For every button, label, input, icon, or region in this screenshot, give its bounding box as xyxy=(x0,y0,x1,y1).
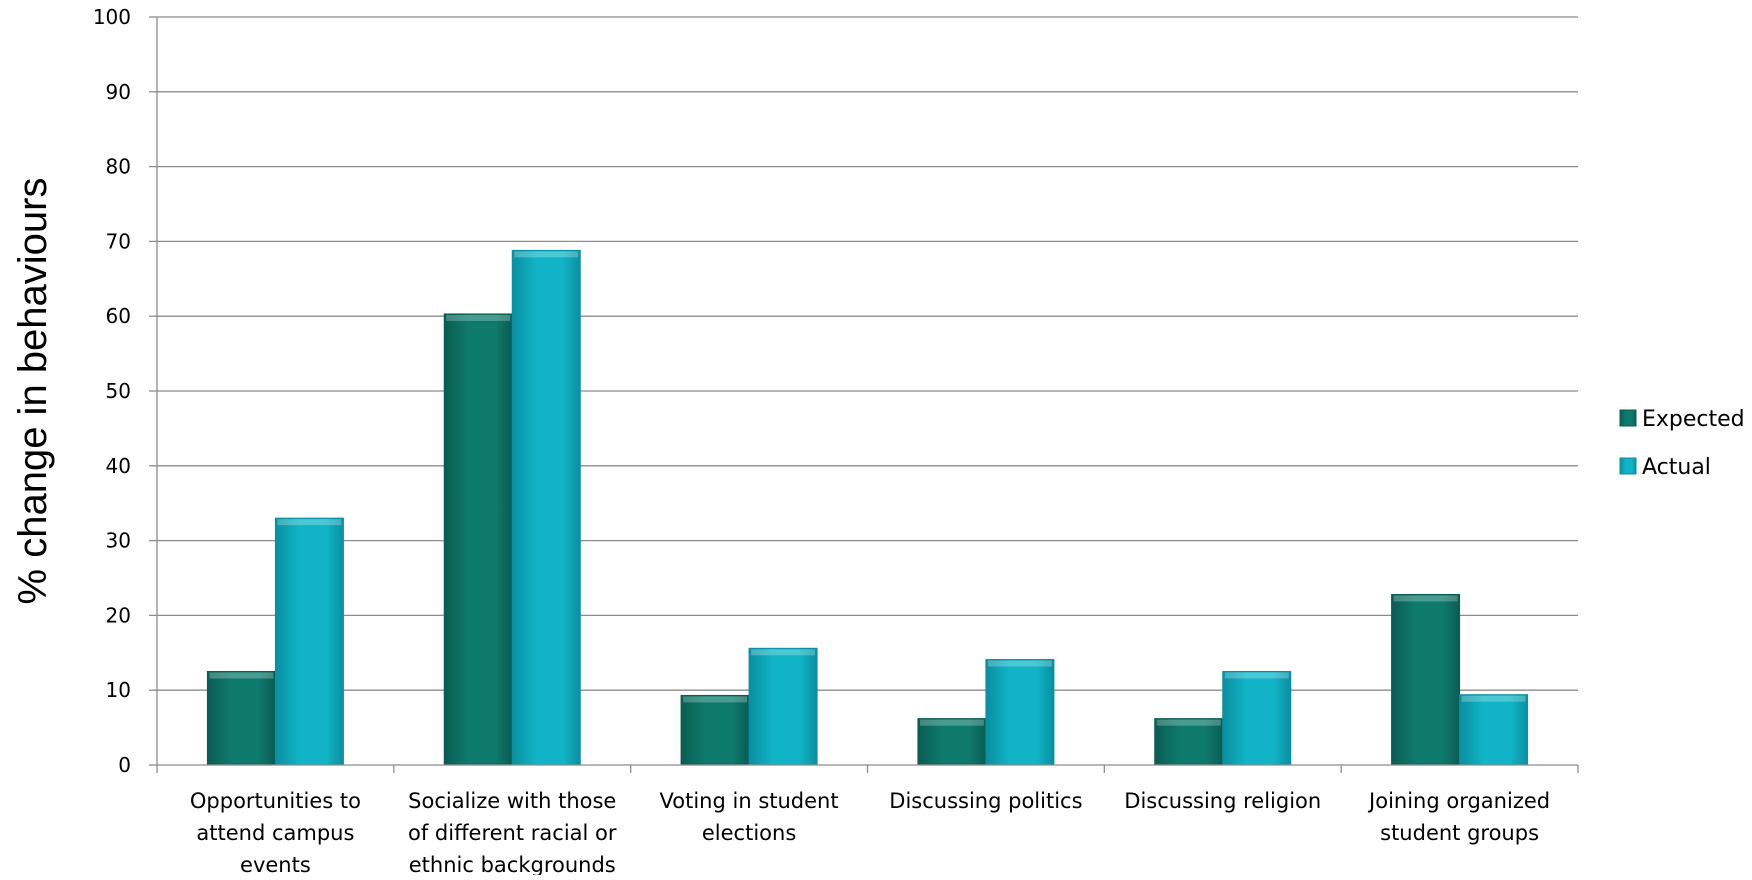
x-category-label: Discussing religion xyxy=(1124,789,1321,813)
bar-actual xyxy=(985,659,1055,766)
x-category-label: attend campus xyxy=(196,821,354,845)
y-tick-label: 40 xyxy=(106,454,131,478)
bar-actual xyxy=(1459,694,1529,766)
bar-highlight xyxy=(919,719,984,726)
bar-highlight xyxy=(1156,719,1221,726)
bar-highlight xyxy=(683,696,748,703)
legend-label-actual: Actual xyxy=(1642,455,1711,480)
bar-highlight xyxy=(1461,695,1526,702)
bar-highlight xyxy=(514,251,579,258)
y-tick-label: 70 xyxy=(106,229,131,253)
x-category-label: Joining organized xyxy=(1367,789,1550,813)
x-category-label: elections xyxy=(702,821,796,845)
y-tick-label: 60 xyxy=(106,304,131,328)
bar-actual xyxy=(511,249,581,766)
x-category-label: student groups xyxy=(1380,821,1539,845)
bar-expected xyxy=(206,671,276,766)
y-tick-label: 80 xyxy=(106,155,131,179)
x-category-label: events xyxy=(240,853,311,875)
x-category-label: Discussing politics xyxy=(889,789,1082,813)
x-category-label: Voting in student xyxy=(660,789,839,813)
y-tick-label: 90 xyxy=(106,80,131,104)
y-tick-label: 100 xyxy=(93,5,131,29)
x-category-label: Opportunities to xyxy=(190,789,361,813)
y-tick-label: 20 xyxy=(106,603,131,627)
bar-highlight xyxy=(446,314,511,321)
bar-highlight xyxy=(1393,595,1458,602)
legend-swatch-actual xyxy=(1619,457,1637,475)
x-category-label: Socialize with those xyxy=(408,789,616,813)
x-category-label: ethnic backgrounds xyxy=(409,853,616,875)
bar-actual xyxy=(1222,671,1292,766)
bar-actual xyxy=(274,517,344,766)
bar-expected xyxy=(1391,593,1461,766)
bar-highlight xyxy=(751,649,816,656)
bar-highlight xyxy=(209,672,274,679)
y-axis-title: % change in behaviours xyxy=(11,178,55,605)
bar-highlight xyxy=(987,660,1052,667)
legend-label-expected: Expected xyxy=(1642,407,1745,432)
y-tick-label: 0 xyxy=(118,753,131,777)
bar-highlight xyxy=(277,519,342,526)
y-tick-label: 10 xyxy=(106,678,131,702)
legend-swatch-expected xyxy=(1619,409,1637,427)
x-category-label: of different racial or xyxy=(408,821,617,845)
bar-highlight xyxy=(1224,672,1289,679)
bar-expected xyxy=(443,313,513,766)
bar-actual xyxy=(748,647,818,766)
y-tick-label: 30 xyxy=(106,529,131,553)
y-tick-label: 50 xyxy=(106,379,131,403)
bar-expected xyxy=(680,694,750,766)
